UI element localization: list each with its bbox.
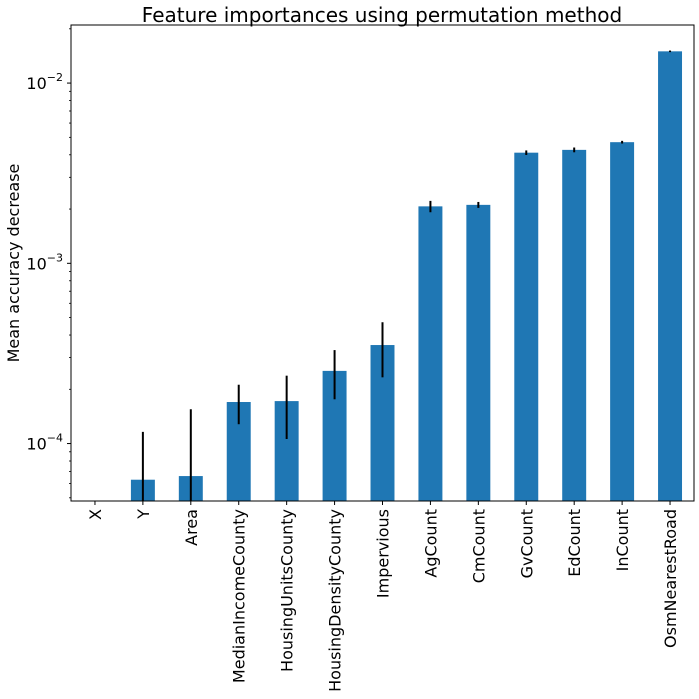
- x-tick-label-housingunitscounty: HousingUnitsCounty: [278, 509, 297, 672]
- bar-housingunitscounty: [274, 401, 299, 501]
- bar-incount: [610, 142, 635, 501]
- bars-group: [130, 51, 683, 502]
- bar-edcount: [562, 149, 587, 501]
- y-axis-ticks: 10−4 10−3 10−2: [26, 28, 71, 499]
- bar-gvcount: [514, 152, 539, 502]
- error-bars-group: [141, 50, 672, 501]
- x-tick-label-y: Y: [134, 509, 153, 520]
- y-axis-label: Mean accuracy decrease: [4, 164, 23, 363]
- x-tick-label-osmnearestroad: OsmNearestRoad: [661, 509, 680, 648]
- x-axis-ticks: X Y Area MedianIncomeCounty HousingUnitsCoun…: [86, 501, 680, 692]
- x-tick-label-medianincomecounty: MedianIncomeCounty: [230, 509, 249, 683]
- x-tick-label-cmcount: CmCount: [469, 509, 488, 583]
- x-tick-label-edcount: EdCount: [565, 509, 584, 577]
- chart-title: Feature importances using permutation me…: [142, 3, 622, 27]
- x-tick-label-housingdensitycounty: HousingDensityCounty: [326, 509, 345, 692]
- bar-agcount: [418, 206, 443, 501]
- y-tick-label: 10−3: [26, 251, 63, 273]
- y-tick-label: 10−2: [26, 71, 63, 93]
- plot-frame: [70, 24, 695, 502]
- bar-medianincomecounty: [226, 402, 251, 501]
- x-tick-label-incount: InCount: [613, 509, 632, 571]
- bar-cmcount: [466, 204, 491, 502]
- x-tick-label-area: Area: [182, 509, 201, 546]
- x-tick-label-x: X: [86, 509, 105, 520]
- x-tick-label-impervious: Impervious: [374, 509, 393, 598]
- x-tick-label-agcount: AgCount: [421, 509, 440, 578]
- bar-osmnearestroad: [658, 51, 683, 501]
- y-tick-label: 10−4: [26, 432, 63, 454]
- bar-impervious: [370, 345, 395, 501]
- x-tick-label-gvcount: GvCount: [517, 509, 536, 578]
- bar-housingdensitycounty: [322, 370, 347, 501]
